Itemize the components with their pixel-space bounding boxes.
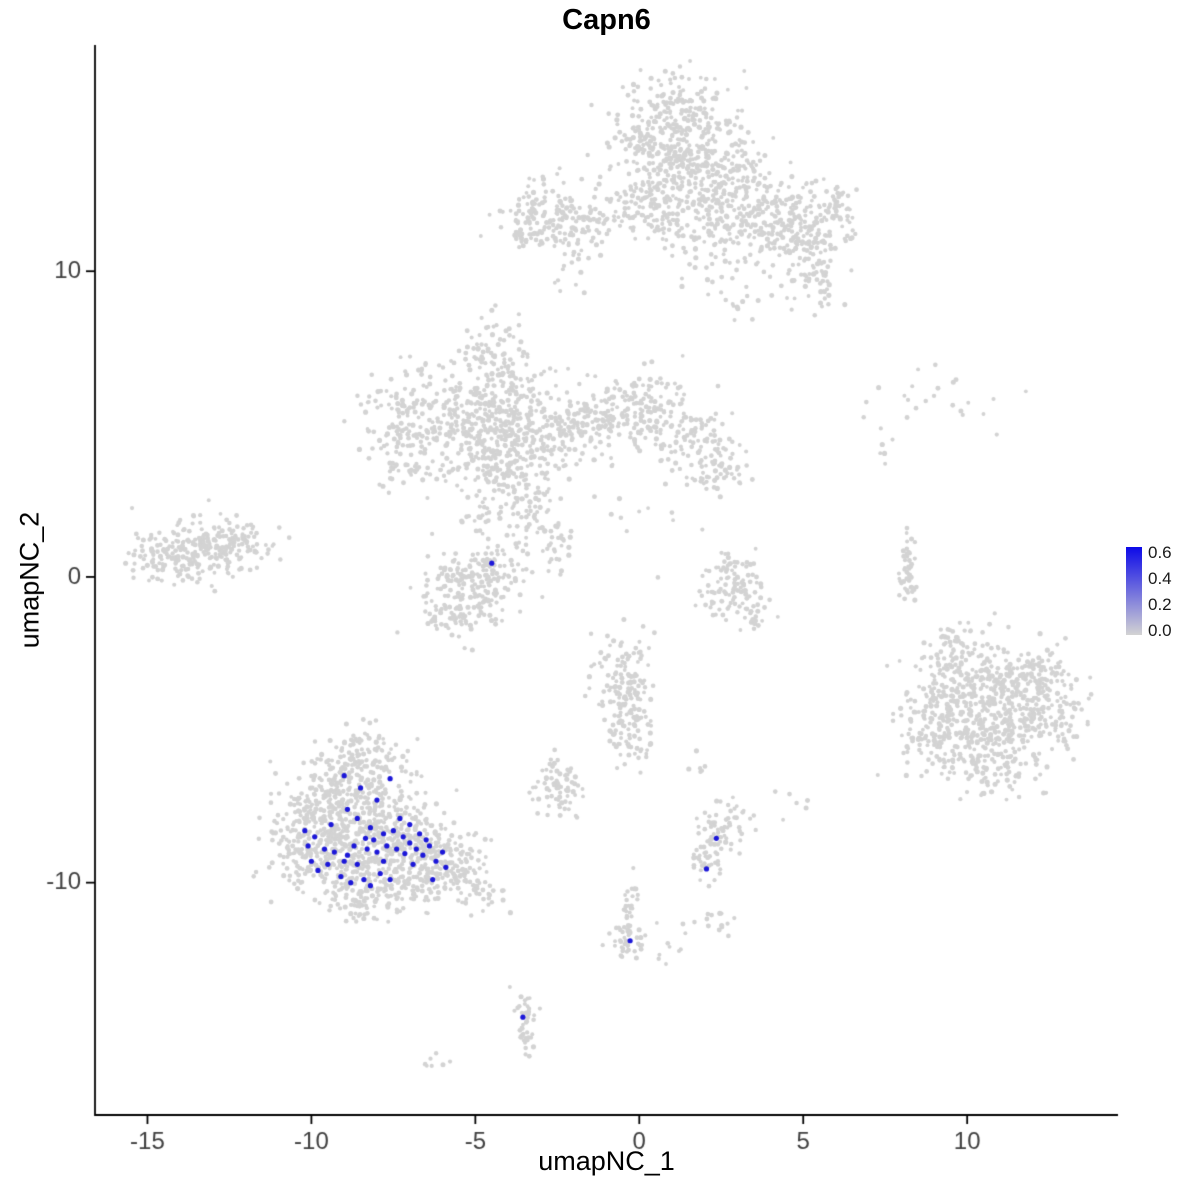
legend-gradient-bar <box>1126 547 1142 635</box>
legend-tick-label: 0.0 <box>1148 621 1172 641</box>
x-axis-label: umapNC_1 <box>538 1146 675 1176</box>
legend-tick-labels: 0.6 0.4 0.2 0.0 <box>1148 543 1198 640</box>
legend-tick-label: 0.6 <box>1148 543 1172 563</box>
y-axis-label: umapNC_2 <box>14 511 45 649</box>
plot-title: Capn6 <box>562 4 651 36</box>
legend-tick-label: 0.2 <box>1148 595 1172 615</box>
legend-tick-label: 0.4 <box>1148 569 1172 589</box>
